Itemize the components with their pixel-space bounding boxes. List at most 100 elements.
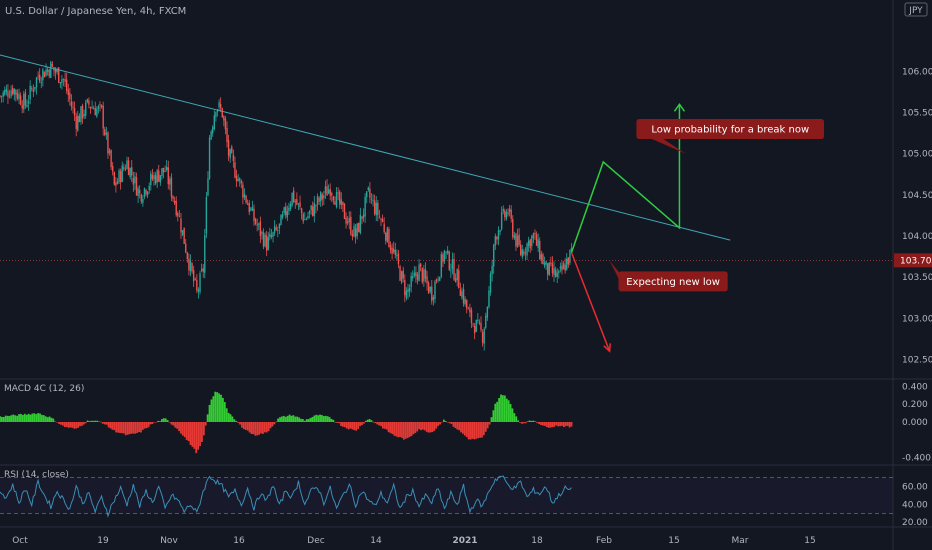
candle-body[interactable] xyxy=(456,268,458,281)
candle-body[interactable] xyxy=(480,322,482,330)
candle-body[interactable] xyxy=(523,251,525,255)
candle-body[interactable] xyxy=(131,167,133,176)
candle-body[interactable] xyxy=(321,194,323,200)
candle-body[interactable] xyxy=(150,173,152,186)
candle-body[interactable] xyxy=(380,218,382,220)
candle-body[interactable] xyxy=(123,167,125,169)
candle-body[interactable] xyxy=(489,273,492,293)
candle-body[interactable] xyxy=(243,193,246,198)
candle-body[interactable] xyxy=(224,118,227,130)
candle-body[interactable] xyxy=(23,94,25,110)
candle-body[interactable] xyxy=(219,104,222,109)
candle-body[interactable] xyxy=(362,214,365,218)
candle-body[interactable] xyxy=(315,205,317,207)
candle-body[interactable] xyxy=(235,175,238,182)
candle-body[interactable] xyxy=(426,276,428,284)
candle-body[interactable] xyxy=(345,217,347,224)
candle-body[interactable] xyxy=(334,201,336,205)
candle-body[interactable] xyxy=(285,206,287,216)
candle-body[interactable] xyxy=(188,258,190,271)
candle-body[interactable] xyxy=(234,162,236,178)
candle-body[interactable] xyxy=(94,108,96,116)
candle-body[interactable] xyxy=(570,247,573,251)
candle-body[interactable] xyxy=(535,234,538,246)
candle-body[interactable] xyxy=(377,202,379,216)
candle-body[interactable] xyxy=(402,270,404,279)
candle-body[interactable] xyxy=(562,263,565,270)
candle-body[interactable] xyxy=(518,234,520,245)
candle-body[interactable] xyxy=(466,299,468,309)
candle-body[interactable] xyxy=(372,199,374,201)
candle-body[interactable] xyxy=(569,249,571,264)
candle-body[interactable] xyxy=(491,265,493,275)
candle-body[interactable] xyxy=(161,168,163,177)
candle-body[interactable] xyxy=(264,234,266,247)
candle-body[interactable] xyxy=(329,189,331,196)
candle-body[interactable] xyxy=(386,227,389,242)
candle-body[interactable] xyxy=(56,69,58,73)
candle-body[interactable] xyxy=(221,108,223,118)
candle-body[interactable] xyxy=(192,270,195,282)
candle-body[interactable] xyxy=(539,240,541,259)
candle-body[interactable] xyxy=(296,199,298,205)
candle-body[interactable] xyxy=(324,186,327,194)
candle-body[interactable] xyxy=(497,230,500,240)
candle-body[interactable] xyxy=(199,273,201,292)
candle-body[interactable] xyxy=(169,178,171,185)
candle-body[interactable] xyxy=(416,274,419,280)
candle-body[interactable] xyxy=(113,172,115,185)
candle-body[interactable] xyxy=(383,223,385,232)
candle-body[interactable] xyxy=(375,202,377,216)
candle-body[interactable] xyxy=(135,177,138,196)
candle-body[interactable] xyxy=(483,328,485,344)
candle-body[interactable] xyxy=(423,269,425,282)
candle-body[interactable] xyxy=(378,216,381,218)
candle-body[interactable] xyxy=(393,248,395,253)
candle-body[interactable] xyxy=(108,150,111,154)
candle-body[interactable] xyxy=(292,190,295,203)
candle-body[interactable] xyxy=(454,278,457,282)
candle-body[interactable] xyxy=(126,160,128,169)
candle-body[interactable] xyxy=(485,315,487,328)
candle-body[interactable] xyxy=(364,196,366,217)
candle-body[interactable] xyxy=(475,320,477,332)
candle-body[interactable] xyxy=(119,171,122,183)
candle-body[interactable] xyxy=(51,64,54,67)
candle-body[interactable] xyxy=(388,229,390,248)
candle-body[interactable] xyxy=(502,208,504,212)
candle-body[interactable] xyxy=(567,257,570,265)
candle-body[interactable] xyxy=(486,307,489,318)
candle-body[interactable] xyxy=(78,115,81,123)
candle-body[interactable] xyxy=(232,154,235,161)
candle-body[interactable] xyxy=(194,279,196,280)
candle-body[interactable] xyxy=(521,249,523,257)
candle-body[interactable] xyxy=(15,89,17,95)
candle-body[interactable] xyxy=(170,177,173,197)
candle-body[interactable] xyxy=(269,233,271,238)
candle-body[interactable] xyxy=(129,168,131,178)
candle-body[interactable] xyxy=(132,177,135,185)
candle-body[interactable] xyxy=(253,208,255,222)
candle-body[interactable] xyxy=(223,116,225,121)
candle-body[interactable] xyxy=(556,272,558,277)
candle-body[interactable] xyxy=(88,100,90,105)
candle-body[interactable] xyxy=(369,188,371,198)
candle-body[interactable] xyxy=(0,96,3,97)
candle-body[interactable] xyxy=(307,215,309,219)
candle-body[interactable] xyxy=(89,106,92,109)
candle-body[interactable] xyxy=(469,308,471,313)
candle-body[interactable] xyxy=(396,254,398,256)
price-axis[interactable]: 106.000 105.500 105.000 104.500 104.000 103.5… xyxy=(894,67,932,366)
candle-body[interactable] xyxy=(553,268,555,275)
candle-body[interactable] xyxy=(561,265,563,271)
candle-body[interactable] xyxy=(110,150,112,168)
candle-body[interactable] xyxy=(266,235,268,251)
candle-body[interactable] xyxy=(177,212,179,217)
candle-body[interactable] xyxy=(2,92,4,97)
candle-body[interactable] xyxy=(548,262,550,276)
candle-body[interactable] xyxy=(96,108,98,117)
candle-body[interactable] xyxy=(453,259,455,280)
candle-body[interactable] xyxy=(0,95,1,97)
candle-body[interactable] xyxy=(142,198,144,203)
candle-body[interactable] xyxy=(551,263,554,274)
